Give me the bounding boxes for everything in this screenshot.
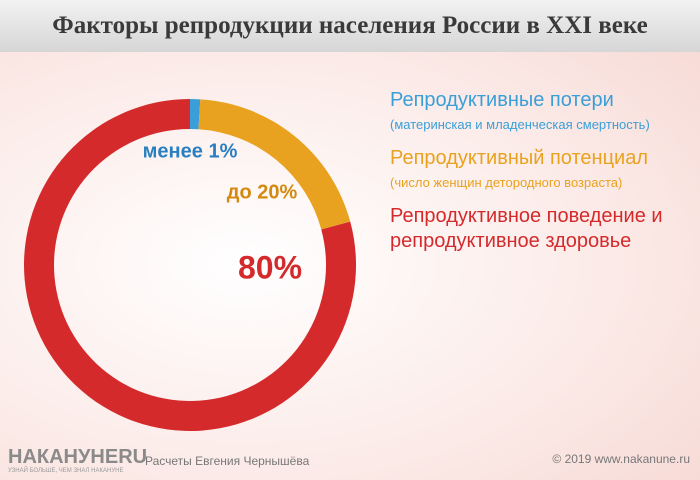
donut-segment	[198, 99, 351, 230]
copyright: © 2019 www.nakanune.ru	[552, 452, 690, 466]
legend-description: (материнская и младенческая смертность)	[390, 117, 650, 132]
legend-item: Репродуктивный потенциал (число женщин де…	[390, 146, 690, 190]
legend-label: Репродуктивные потери	[390, 89, 614, 111]
legend-item: Репродуктивные потери (материнская и млад…	[390, 88, 690, 132]
legend-label: Репродуктивный потенциал	[390, 147, 649, 169]
legend: Репродуктивные потери (материнская и млад…	[390, 88, 690, 268]
donut-segment	[190, 99, 201, 130]
legend-description: (число женщин детородного возраста)	[390, 175, 623, 190]
value-label: 80%	[238, 249, 302, 285]
chart-title: Факторы репродукции населения России в X…	[0, 0, 700, 52]
legend-label: Репродуктивное поведение и репродуктивно…	[390, 205, 663, 252]
logo: НАКАНУНЕRU	[8, 446, 148, 468]
legend-item: Репродуктивное поведение и репродуктивно…	[390, 204, 690, 254]
credit: Расчеты Евгения Чернышёва	[145, 454, 310, 468]
slogan: УЗНАЙ БОЛЬШЕ, ЧЕМ ЗНАЛ НАКАНУНЕ	[8, 468, 124, 474]
value-label: до 20%	[227, 181, 298, 203]
value-label: менее 1%	[143, 140, 238, 162]
